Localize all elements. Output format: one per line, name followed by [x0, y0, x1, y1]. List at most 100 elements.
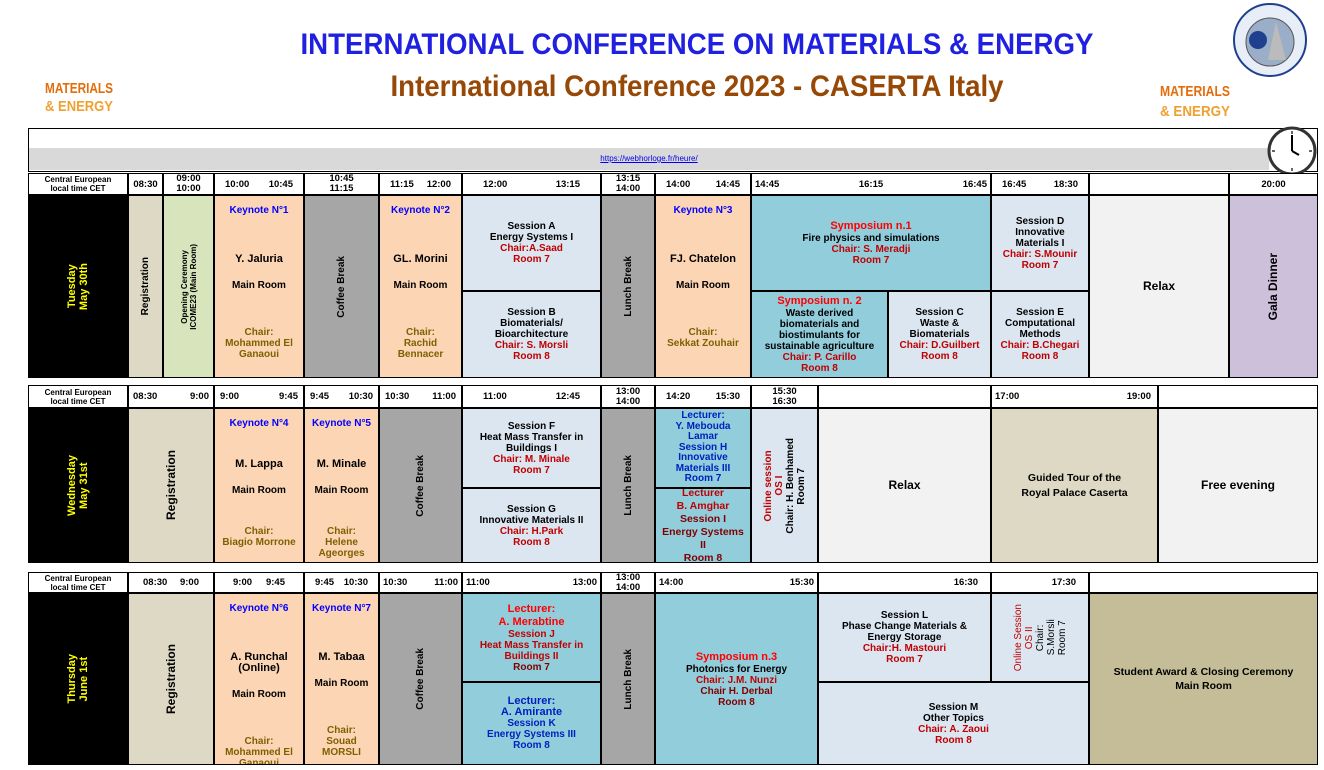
online-session: Online session OS I Chair: H. Benhamed Room…	[751, 408, 818, 563]
keynote: Keynote N°3 FJ. Chatelon Main Room Chair: Se…	[655, 195, 751, 378]
cell-line: Main Room	[232, 485, 286, 496]
time-header: 10:45 11:15	[304, 173, 379, 195]
cell-line: Rachid	[403, 338, 438, 349]
time-header: 11:00 13:00	[462, 572, 601, 593]
cell-line: 11:15	[390, 178, 414, 190]
time-header	[1158, 385, 1318, 408]
header: INTERNATIONAL CONFERENCE ON MATERIALS & …	[45, 3, 1307, 120]
cell-line: S.Morsli	[1045, 619, 1057, 656]
cell-line: Session M	[928, 701, 979, 713]
cell-line: Chair: S.Mounir	[1002, 248, 1078, 260]
cell-line: Room 8	[683, 551, 723, 563]
cell-line: Keynote N°1	[229, 205, 289, 216]
cell-line: M. Lappa	[235, 458, 283, 470]
cell-line: local time CET	[50, 184, 106, 193]
cell-line: Heat Mass Transfer in	[479, 639, 584, 651]
cell-line: Session J	[508, 628, 555, 640]
cell-line: Ageorges	[318, 548, 365, 559]
cell-line: Innovative	[678, 452, 728, 464]
time-header: 13:00 14:00	[601, 385, 655, 408]
cell-line: Lecturer	[681, 488, 724, 499]
cell-line: Session F	[507, 420, 556, 432]
cell-line: 10:30	[343, 577, 368, 588]
cell-line: Energy Systems III	[487, 729, 576, 740]
rotated-text: Coffee Break	[415, 648, 426, 710]
cell-line: Bioarchitecture	[494, 329, 569, 340]
lecture: Lecturer: A. Merabtine Session J Heat Mass …	[462, 593, 601, 682]
cell-line: Phase Change Materials &	[841, 621, 968, 632]
cell-line: Symposium n.1	[830, 220, 912, 232]
logo-text: & ENERGY	[45, 98, 113, 115]
cell-line: Energy Systems	[662, 525, 744, 538]
cell-line: 11:15	[329, 183, 354, 194]
cell-line: 15:30	[789, 577, 814, 588]
cell-line: Bennacer	[397, 349, 444, 360]
cell-line: Lecturer:	[507, 602, 556, 615]
time-header: 17:00 19:00	[991, 385, 1158, 408]
cell-line: 16:30	[772, 395, 797, 407]
symposium: Symposium n.1 Fire physics and simulation…	[751, 195, 991, 291]
cell-line: Session A	[507, 221, 556, 232]
session: Session F Heat Mass Transfer in Buildings …	[462, 408, 601, 488]
time-header	[1089, 173, 1229, 195]
opening: Opening Ceremony ICOME23 (Main Room)	[163, 195, 214, 378]
free-evening: Free evening	[1158, 408, 1318, 563]
cell-line: Chair:	[406, 327, 435, 338]
cell-line: Room 7	[852, 255, 890, 266]
coffee-break: Coffee Break	[379, 593, 462, 765]
cell-line: Chair:	[1034, 624, 1046, 651]
cell-line: Room 8	[1021, 351, 1059, 362]
cell-line: Symposium n. 2	[777, 295, 862, 307]
cell-line: Lecturer:	[507, 695, 556, 707]
cell-line: 11:00	[434, 577, 458, 588]
cell-line: Registration	[163, 643, 178, 714]
cell-line: 13:15	[555, 178, 580, 190]
cell-line: Biagio Morrone	[222, 537, 296, 548]
cell-line: Lunch Break	[622, 648, 634, 710]
cell-line: Session L	[880, 610, 929, 621]
cell-line: 14:00	[659, 577, 684, 588]
cell-line: 12:00	[483, 178, 508, 190]
time-header: 15:30 16:30	[751, 385, 818, 408]
keynote: Keynote N°5 M. Minale Main Room Chair: Helen…	[304, 408, 379, 563]
cell-line: 14:20	[666, 391, 691, 402]
rotated-text: Opening Ceremony ICOME23 (Main Room)	[180, 244, 198, 330]
rotated-text: Lunch Break	[623, 256, 634, 317]
cell-line: Room 8	[513, 740, 550, 751]
cell-line: Student Award & Closing Ceremony	[1113, 666, 1294, 678]
cell-line: 13:00	[615, 385, 641, 397]
day-label: Wednesday May 31st	[28, 408, 128, 563]
cell-line: Mohammed El	[225, 338, 293, 349]
coffee-break: Coffee Break	[304, 195, 379, 378]
cell-line: Lunch Break	[622, 455, 634, 516]
cell-line: OS I	[773, 475, 785, 496]
time-header: 12:00 13:15	[462, 173, 601, 195]
rotated-text: Registration	[140, 257, 151, 315]
symposium: Symposium n. 2 Waste derived biomaterials …	[751, 291, 888, 378]
clock	[1267, 126, 1317, 176]
time-header: 13:00 14:00	[601, 572, 655, 593]
cell-line: Waste derived	[785, 308, 854, 319]
cell-line: A. Amirante	[500, 706, 563, 718]
cell-line: Chair: M. Minale	[493, 453, 570, 465]
rotated-text: Lunch Break	[623, 649, 634, 710]
cell-line: Chair:A.Saad	[500, 243, 563, 254]
cell-line: FJ. Chatelon	[669, 253, 736, 265]
session: Session L Phase Change Materials & Energy …	[818, 593, 991, 682]
session: Session E Computational Methods Chair: B.Ch…	[991, 291, 1089, 378]
cell-line: Royal Palace Caserta	[1021, 486, 1128, 499]
cell-line: 10:30	[383, 577, 408, 588]
cell-line: Chair: H. Benhamed	[784, 437, 796, 534]
cell-line: 08:30	[133, 391, 158, 402]
link[interactable]: https://webhorloge.fr/heure/	[600, 154, 698, 163]
time-header: 10:30 11:00	[379, 385, 462, 408]
cell-line: A. Runchal	[230, 651, 288, 663]
cell-line: Main Room	[1175, 680, 1232, 692]
guided-tour: Guided Tour of the Royal Palace Caserta	[991, 408, 1158, 563]
registration: Registration	[128, 195, 163, 378]
cell-line: A. Merabtine	[498, 615, 565, 628]
time-header: 9:00 9:45	[214, 385, 304, 408]
lecture: Lecturer: Y. Mebouda Lamar Session H Innovat…	[655, 408, 751, 488]
cell-line: Lamar	[687, 431, 718, 443]
cell-line: Room 7	[1056, 619, 1068, 655]
